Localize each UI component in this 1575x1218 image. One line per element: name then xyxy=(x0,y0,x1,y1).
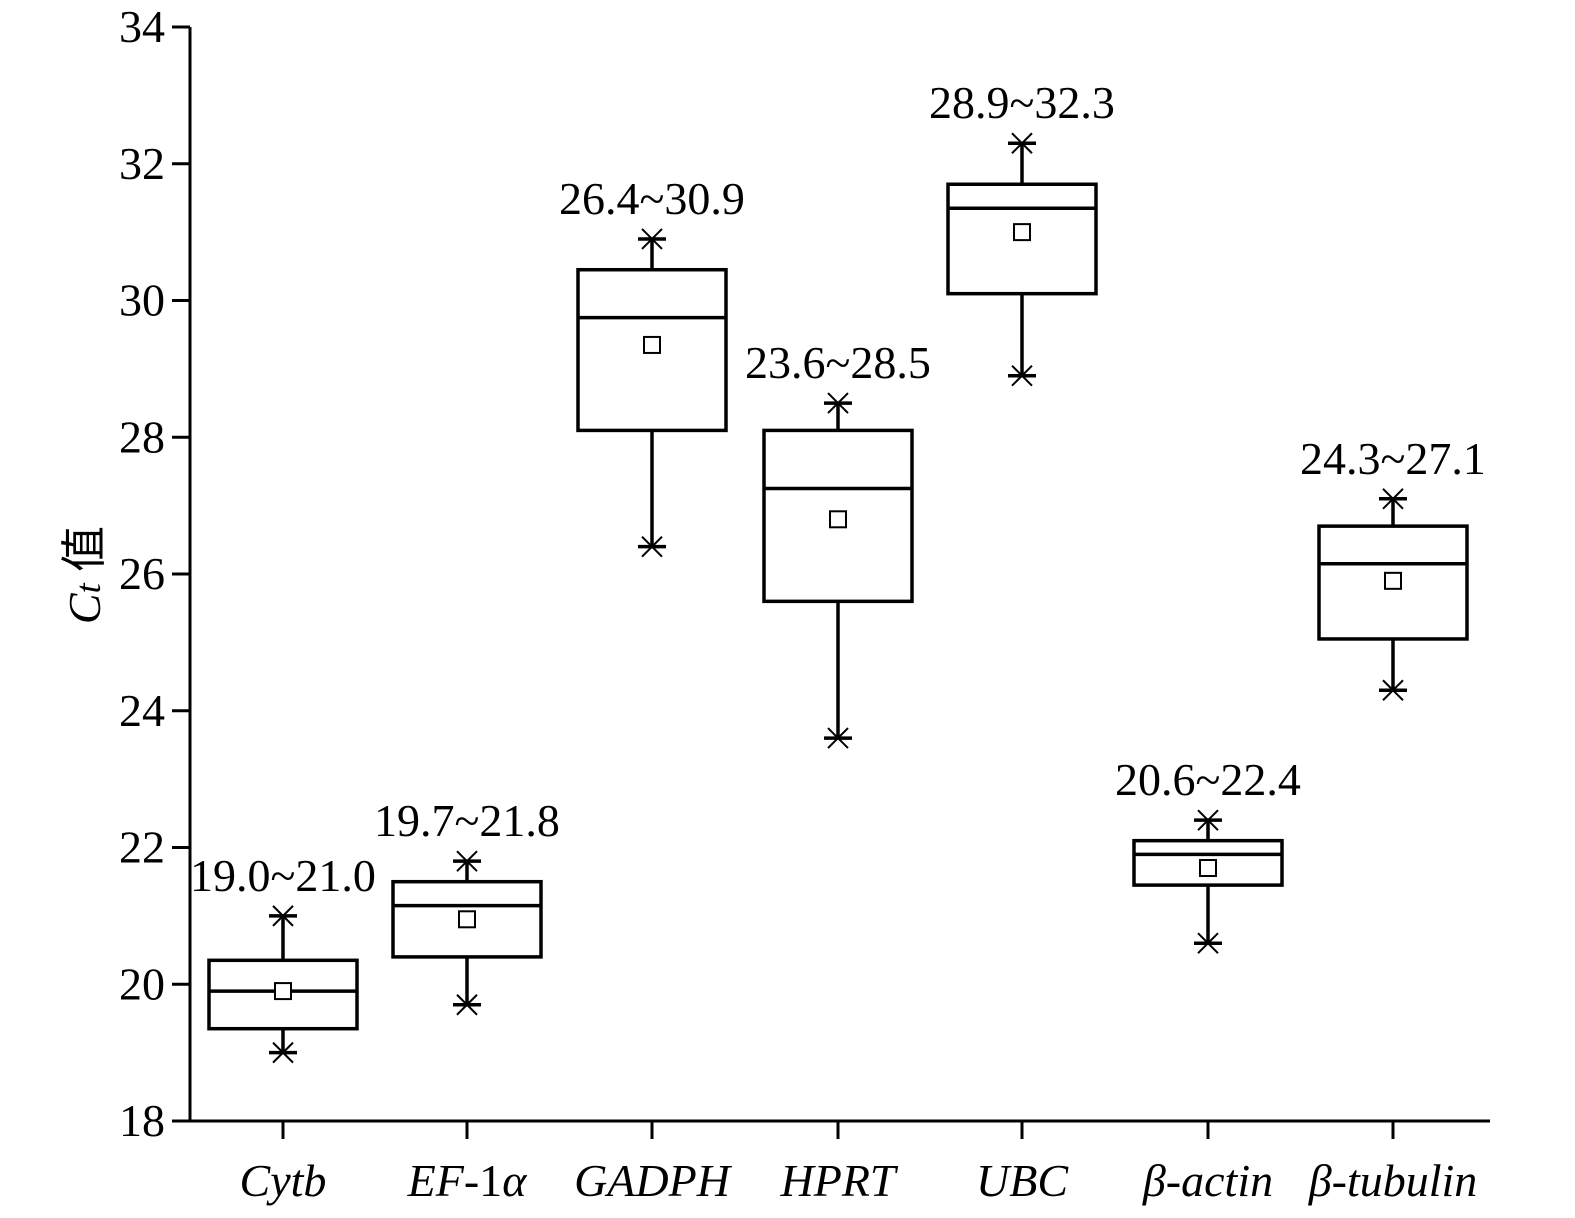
min-marker xyxy=(824,727,852,749)
x-tick-label-part: UBC xyxy=(976,1155,1069,1206)
box-cytb: 19.0~21.0 xyxy=(190,850,376,1064)
x-axis-ticks: Cytb EF-1α GADPH HPRT UBC β-actin β-tubulin xyxy=(240,1121,1478,1206)
y-tick-label: 20 xyxy=(119,958,165,1009)
mean-marker xyxy=(643,335,661,354)
x-tick-label-part: β xyxy=(1142,1155,1166,1206)
x-tick-label: β-tubulin xyxy=(1308,1155,1478,1206)
x-tick-label: EF-1α xyxy=(407,1155,528,1206)
max-marker xyxy=(824,392,852,414)
mean-marker xyxy=(274,982,292,1001)
x-tick-label: β-actin xyxy=(1142,1155,1273,1206)
min-marker xyxy=(1008,365,1036,387)
y-axis-label-suffix: 值 xyxy=(59,526,110,584)
x-tick-label: GADPH xyxy=(574,1155,733,1206)
min-marker xyxy=(1379,679,1407,701)
y-tick-label: 24 xyxy=(119,685,165,736)
box--tubulin: 24.3~27.1 xyxy=(1300,433,1486,701)
iqr-box xyxy=(762,428,914,604)
x-tick-label-part: Cytb xyxy=(240,1155,327,1206)
mean-marker xyxy=(1199,859,1217,878)
range-label: 19.7~21.8 xyxy=(374,795,560,846)
box-hprt: 23.6~28.5 xyxy=(745,337,931,749)
range-label: 26.4~30.9 xyxy=(559,173,745,224)
x-tick-label-part: - xyxy=(1332,1155,1347,1206)
max-marker xyxy=(1194,809,1222,831)
max-marker xyxy=(453,850,481,872)
x-tick-label-part: - xyxy=(1166,1155,1181,1206)
y-tick-label: 26 xyxy=(119,548,165,599)
y-axis-label-sub: t xyxy=(68,582,108,593)
x-tick-label: HPRT xyxy=(780,1155,899,1206)
x-tick-label: UBC xyxy=(976,1155,1069,1206)
y-tick-label: 22 xyxy=(119,822,165,873)
x-tick-label-part: EF xyxy=(407,1155,465,1206)
y-axis-label: Ct 值 xyxy=(59,526,110,624)
x-tick-label-part: actin xyxy=(1181,1155,1273,1206)
min-marker xyxy=(1194,932,1222,954)
box--actin: 20.6~22.4 xyxy=(1115,754,1301,954)
max-marker xyxy=(638,228,666,250)
mean-marker xyxy=(1013,223,1031,242)
x-tick-label-part: β xyxy=(1308,1155,1332,1206)
x-tick-label-part: tubulin xyxy=(1347,1155,1477,1206)
y-axis-ticks: 18 20 22 24 26 28 30 32 34 xyxy=(119,1,190,1146)
x-tick-label-part: HPRT xyxy=(780,1155,899,1206)
min-marker xyxy=(453,994,481,1016)
max-marker xyxy=(269,905,297,927)
max-marker xyxy=(1379,488,1407,510)
y-tick-label: 30 xyxy=(119,275,165,326)
y-axis-label-main: C xyxy=(59,592,110,624)
x-tick-label-part: -1 xyxy=(464,1155,502,1206)
y-tick-label: 34 xyxy=(119,1,165,52)
mean-marker xyxy=(829,510,847,529)
x-tick-label: Cytb xyxy=(240,1155,327,1206)
range-label: 24.3~27.1 xyxy=(1300,433,1486,484)
box-ubc: 28.9~32.3 xyxy=(929,77,1115,387)
mean-marker xyxy=(458,910,476,929)
max-marker xyxy=(1008,132,1036,154)
box-gadph: 26.4~30.9 xyxy=(559,173,745,558)
x-tick-label-part: α xyxy=(502,1155,527,1206)
x-tick-label-part: GADPH xyxy=(574,1155,733,1206)
y-tick-label: 18 xyxy=(119,1095,165,1146)
y-tick-label: 32 xyxy=(119,138,165,189)
box-ef-1-: 19.7~21.8 xyxy=(374,795,560,1016)
range-label: 28.9~32.3 xyxy=(929,77,1115,128)
min-marker xyxy=(269,1041,297,1064)
range-label: 23.6~28.5 xyxy=(745,337,931,388)
y-tick-label: 28 xyxy=(119,411,165,462)
range-label: 20.6~22.4 xyxy=(1115,754,1301,805)
mean-marker xyxy=(1384,571,1402,590)
min-marker xyxy=(638,535,666,558)
box-series: 19.0~21.019.7~21.8 26.4~30.9 23.6~28.5 28.9… xyxy=(190,77,1486,1064)
range-label: 19.0~21.0 xyxy=(190,850,376,901)
